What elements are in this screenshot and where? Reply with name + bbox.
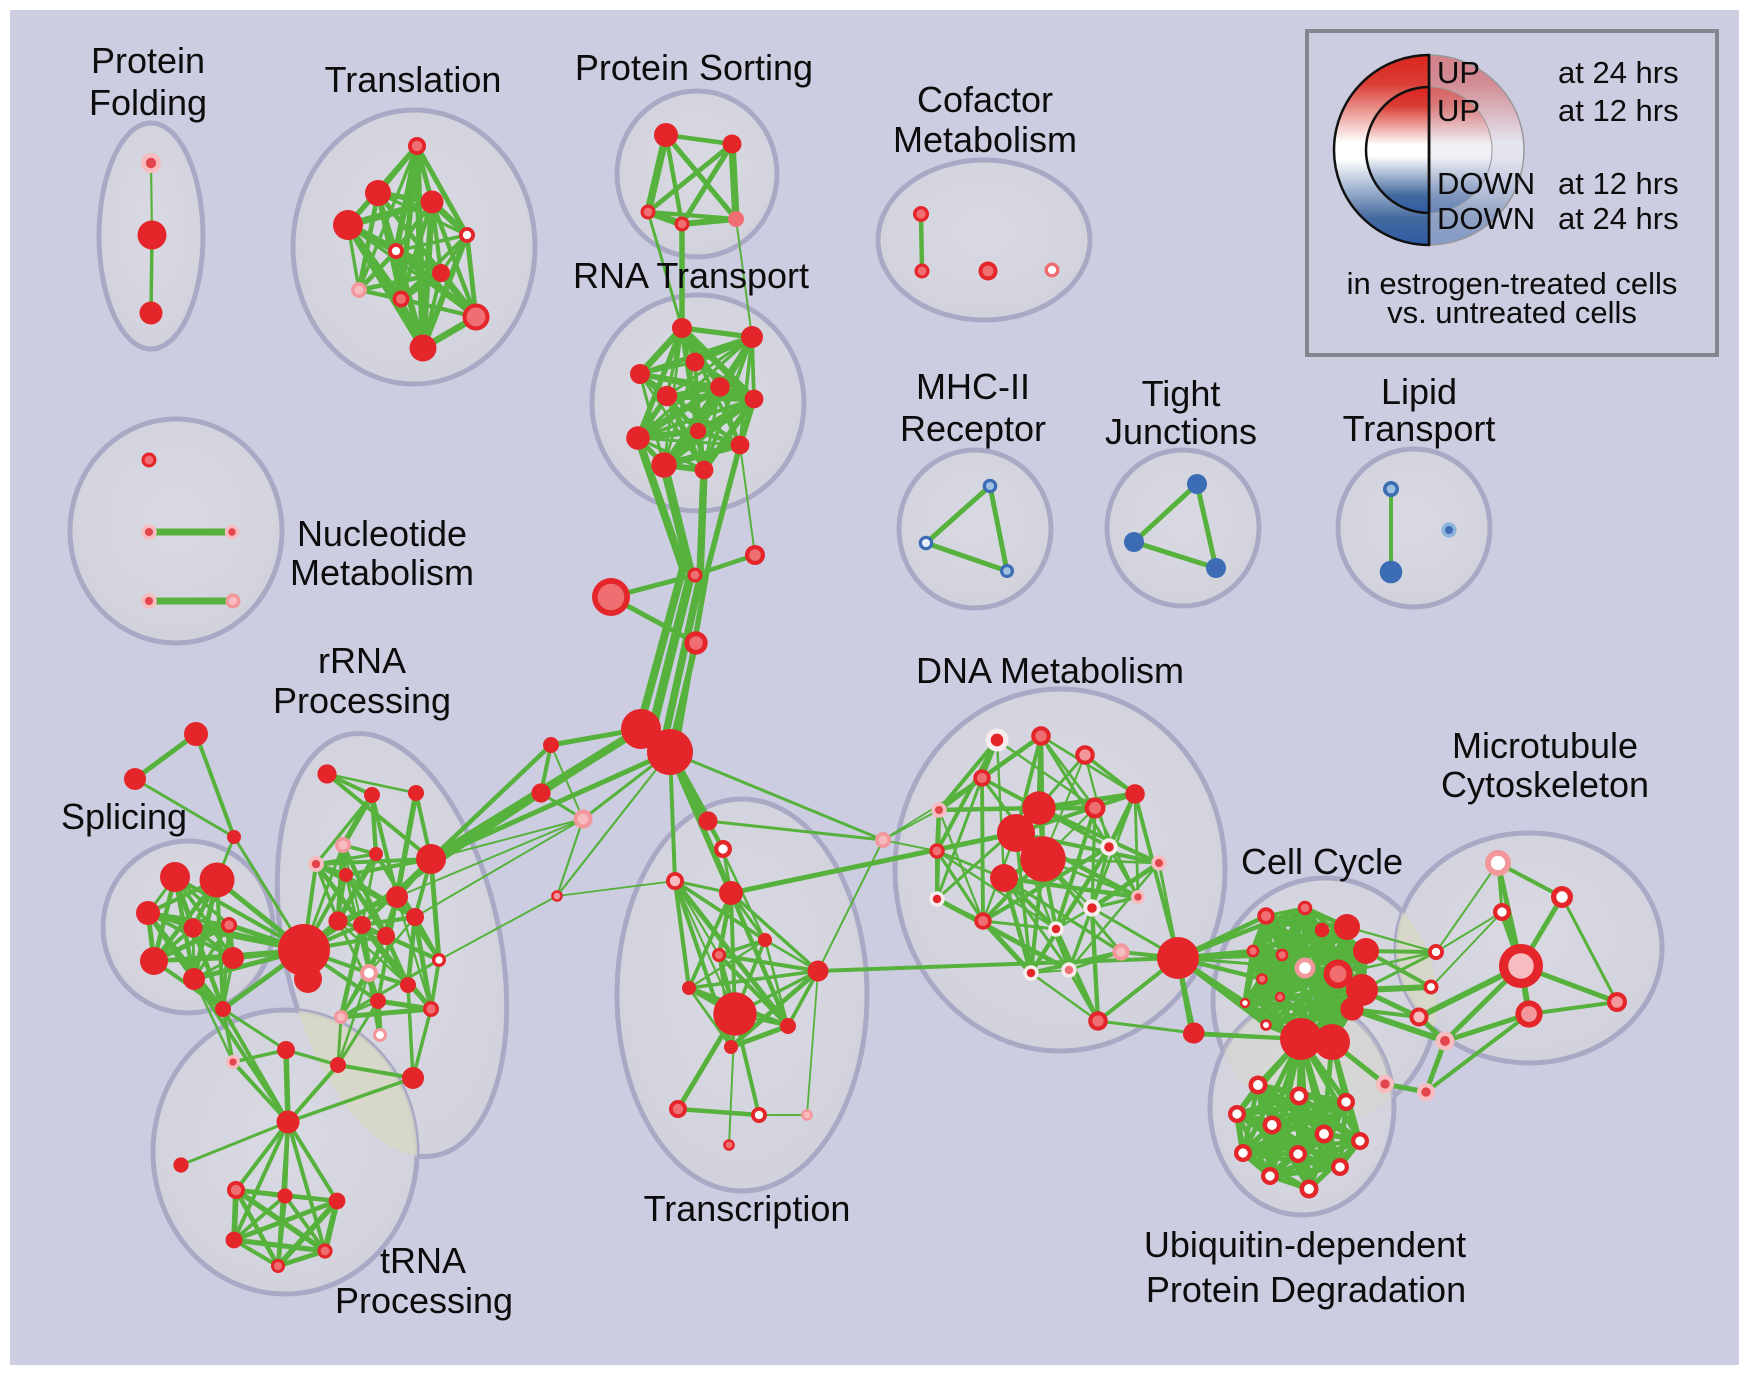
svg-text:at 12 hrs: at 12 hrs	[1558, 166, 1679, 201]
svg-text:Metabolism: Metabolism	[893, 119, 1077, 160]
svg-text:Metabolism: Metabolism	[290, 552, 474, 593]
svg-text:Folding: Folding	[89, 82, 207, 123]
svg-text:Lipid: Lipid	[1381, 371, 1457, 412]
svg-text:Transport: Transport	[1343, 408, 1496, 449]
svg-text:Cell Cycle: Cell Cycle	[1241, 841, 1403, 882]
svg-text:Cytoskeleton: Cytoskeleton	[1441, 764, 1649, 805]
svg-text:Nucleotide: Nucleotide	[297, 513, 467, 554]
svg-text:Protein Sorting: Protein Sorting	[575, 47, 813, 88]
svg-text:DNA Metabolism: DNA Metabolism	[916, 650, 1184, 691]
svg-text:UP: UP	[1437, 55, 1480, 90]
svg-text:Splicing: Splicing	[61, 796, 187, 837]
svg-text:Cofactor: Cofactor	[917, 79, 1053, 120]
svg-text:Microtubule: Microtubule	[1452, 725, 1638, 766]
svg-text:vs. untreated cells: vs. untreated cells	[1387, 295, 1637, 330]
svg-text:in estrogen-treated cells: in estrogen-treated cells	[1347, 266, 1678, 301]
svg-text:Tight: Tight	[1142, 373, 1221, 414]
svg-text:tRNA: tRNA	[380, 1240, 466, 1281]
svg-text:RNA Transport: RNA Transport	[573, 255, 809, 296]
svg-text:rRNA: rRNA	[318, 640, 406, 681]
svg-text:Protein Degradation: Protein Degradation	[1146, 1269, 1466, 1310]
svg-text:Transcription: Transcription	[644, 1188, 851, 1229]
svg-text:DOWN: DOWN	[1437, 201, 1535, 236]
svg-text:at 24 hrs: at 24 hrs	[1558, 55, 1679, 90]
svg-text:DOWN: DOWN	[1437, 166, 1535, 201]
svg-text:Junctions: Junctions	[1105, 411, 1257, 452]
svg-text:Receptor: Receptor	[900, 408, 1046, 449]
svg-text:MHC-II: MHC-II	[916, 366, 1030, 407]
svg-text:Protein: Protein	[91, 40, 205, 81]
svg-text:Translation: Translation	[325, 59, 502, 100]
svg-text:at 24 hrs: at 24 hrs	[1558, 201, 1679, 236]
svg-text:UP: UP	[1437, 93, 1480, 128]
svg-text:Processing: Processing	[335, 1280, 513, 1321]
svg-text:Processing: Processing	[273, 680, 451, 721]
svg-text:at 12 hrs: at 12 hrs	[1558, 93, 1679, 128]
svg-text:Ubiquitin-dependent: Ubiquitin-dependent	[1144, 1224, 1466, 1265]
